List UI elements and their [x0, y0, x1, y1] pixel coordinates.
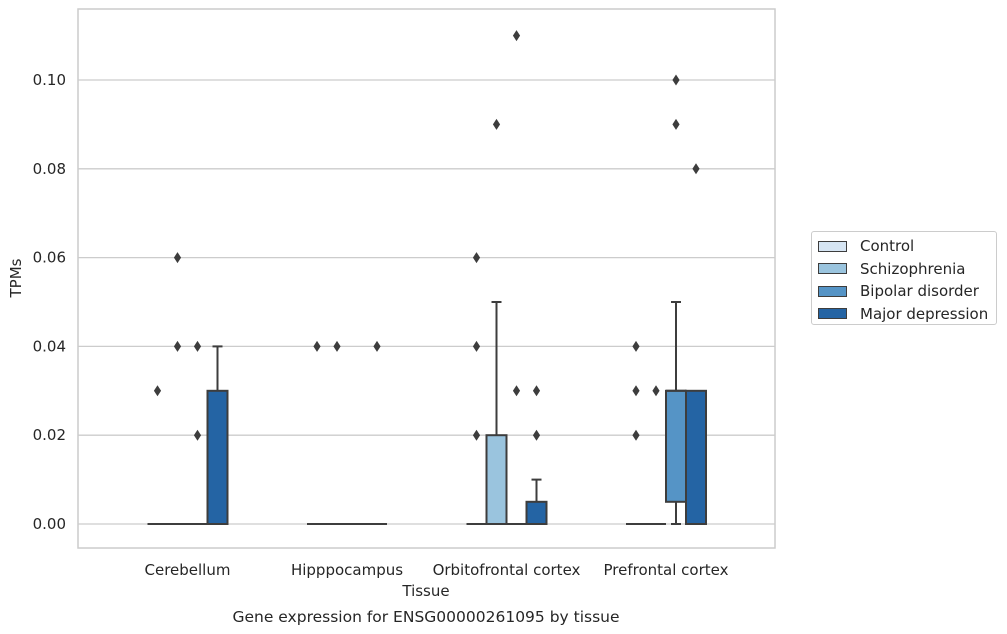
legend-swatch [818, 308, 847, 320]
boxes [147, 30, 707, 526]
legend-item: Schizophrenia [818, 258, 996, 281]
x-tick-label: Orbitofrontal cortex [433, 561, 581, 579]
x-axis-label: Tissue [401, 582, 449, 600]
outlier-point [333, 340, 341, 352]
outlier-point [692, 163, 700, 175]
outlier-point [173, 252, 182, 264]
x-tick-labels: Cerebellum Hipppocampus Orbitofrontal cort… [145, 561, 729, 579]
box-major-depression [367, 340, 387, 525]
outlier-point [193, 340, 202, 352]
box-control [307, 340, 327, 525]
outlier-point [173, 340, 182, 352]
plot-frame [77, 8, 776, 549]
outlier-point [512, 30, 521, 42]
legend-item: Control [818, 235, 996, 258]
legend-swatch [818, 263, 847, 275]
box-major-depression [206, 345, 229, 525]
outlier-point [632, 340, 640, 352]
legend-item: Bipolar disorder [818, 280, 996, 303]
outlier-point [672, 118, 680, 130]
box-body [206, 389, 229, 525]
box-body [665, 389, 687, 503]
outlier-point [472, 340, 481, 352]
legend-item: Major depression [818, 303, 996, 326]
box-schizophrenia [485, 118, 508, 526]
outlier-point [652, 385, 660, 397]
box-body [685, 389, 707, 525]
y-tick-label: 0.06 [33, 249, 66, 267]
x-tick-label: Hipppocampus [291, 561, 403, 579]
box-bipolar-disorder [665, 74, 687, 525]
legend-label: Control [860, 237, 915, 256]
box-bipolar-disorder [506, 30, 527, 525]
legend-label: Bipolar disorder [860, 282, 979, 301]
x-tick-label: Prefrontal cortex [604, 561, 729, 579]
outlier-point [532, 429, 541, 441]
outlier-point [313, 340, 321, 352]
y-tick-label: 0.10 [33, 71, 66, 89]
outlier-point [153, 385, 162, 397]
outlier-point [532, 385, 541, 397]
box-major-depression [525, 385, 548, 525]
y-tick-label: 0.00 [33, 515, 66, 533]
outlier-point [672, 74, 680, 86]
legend-label: Schizophrenia [860, 259, 966, 278]
outlier-point [472, 429, 481, 441]
outlier-point [472, 252, 481, 264]
box-control [466, 252, 487, 525]
box-control [626, 340, 646, 525]
x-tick-label: Cerebellum [145, 561, 231, 579]
outlier-point [373, 340, 381, 352]
box-body [525, 500, 548, 525]
box-bipolar-disorder [187, 340, 208, 525]
outlier-point [492, 118, 501, 130]
y-tick-label: 0.02 [33, 426, 66, 444]
outlier-point [632, 429, 640, 441]
y-tick-labels: 0.00 0.02 0.04 0.06 0.08 0.10 [33, 71, 66, 533]
box-schizophrenia [327, 340, 347, 525]
y-tick-label: 0.04 [33, 337, 66, 355]
legend-swatch [818, 285, 847, 297]
legend-label: Major depression [860, 304, 989, 323]
outlier-point [193, 429, 202, 441]
outlier-point [512, 385, 521, 397]
box-schizophrenia [646, 385, 666, 525]
y-axis-label: TPMs [7, 258, 25, 298]
y-tick-label: 0.08 [33, 160, 66, 178]
legend: Control Schizophrenia Bipolar disorder Majo… [811, 231, 997, 325]
box-control [147, 385, 168, 525]
box-body [485, 434, 508, 526]
box-schizophrenia [167, 252, 188, 525]
box-major-depression [685, 163, 707, 525]
chart-caption: Gene expression for ENSG00000261095 by t… [232, 608, 619, 626]
outlier-point [632, 385, 640, 397]
legend-swatch [818, 240, 847, 252]
